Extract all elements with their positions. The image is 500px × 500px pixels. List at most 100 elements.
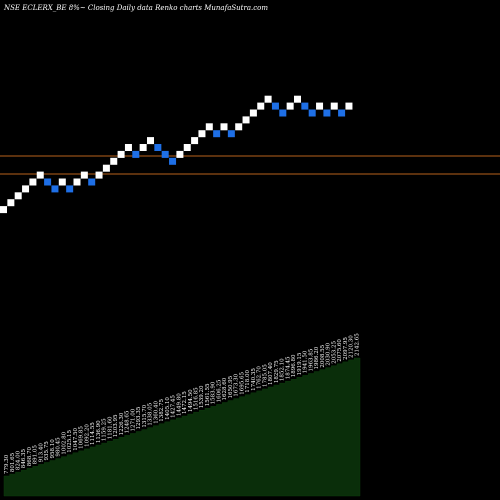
- volume-label: 779.30: [4, 454, 10, 474]
- renko-brick-up: [102, 164, 110, 172]
- renko-bricks: [0, 95, 353, 214]
- volume-label: 1986.20: [314, 346, 320, 369]
- renko-brick-up: [14, 192, 22, 200]
- volume-label: 1136.90: [96, 420, 102, 443]
- renko-brick-down: [279, 109, 287, 117]
- renko-brick-up: [80, 171, 88, 179]
- volume-label: 1494.50: [188, 389, 194, 412]
- volume-area: [3, 357, 361, 497]
- renko-brick-down: [213, 130, 221, 138]
- volume-label: 1583.90: [211, 381, 217, 404]
- volume-label: 1941.50: [303, 350, 309, 373]
- renko-brick-up: [235, 123, 243, 131]
- renko-brick-up: [191, 137, 199, 145]
- renko-brick-up: [73, 178, 81, 186]
- renko-brick-up: [345, 102, 353, 110]
- volume-label: 1785.05: [262, 364, 268, 387]
- renko-brick-up: [286, 102, 294, 110]
- renko-brick-up: [29, 178, 37, 186]
- volume-label: 1472.15: [182, 391, 188, 414]
- volume-label: 1338.05: [148, 402, 154, 425]
- volume-label: 1114.55: [90, 422, 96, 445]
- volume-label: 1762.70: [257, 366, 263, 389]
- renko-brick-down: [132, 150, 140, 158]
- renko-brick-down: [301, 102, 309, 110]
- renko-brick-up: [7, 199, 15, 207]
- volume-label: 980.45: [56, 437, 62, 457]
- volume-label: 1181.60: [107, 416, 113, 439]
- volume-label: 1874.45: [285, 356, 291, 379]
- volume-label: 1248.65: [125, 410, 131, 433]
- volume-label: 2030.90: [326, 342, 332, 365]
- volume-label: 846.35: [21, 448, 27, 468]
- volume-label: 1405.10: [165, 397, 171, 420]
- volume-label: 1382.75: [159, 399, 165, 422]
- volume-label: 824.00: [16, 450, 22, 470]
- volume-label: 801.65: [10, 452, 16, 472]
- volume-label: 958.10: [50, 439, 56, 459]
- volume-label: 935.75: [44, 441, 50, 461]
- renko-brick-down: [169, 157, 177, 165]
- volume-label: 2120.30: [349, 335, 355, 358]
- renko-brick-up: [117, 150, 125, 158]
- volume-label: 1092.20: [84, 424, 90, 447]
- renko-brick-up: [330, 102, 338, 110]
- volume-label: 1360.40: [153, 400, 159, 423]
- level-lines: [0, 155, 500, 175]
- renko-brick-down: [51, 185, 59, 193]
- volume-label: 1315.70: [142, 404, 148, 427]
- renko-brick-up: [198, 130, 206, 138]
- renko-brick-up: [147, 137, 154, 145]
- renko-brick-up: [22, 185, 30, 193]
- volume-label: 1539.20: [199, 385, 205, 408]
- renko-brick-up: [0, 206, 7, 214]
- renko-brick-down: [338, 109, 346, 117]
- volume-label: 2075.60: [337, 339, 343, 362]
- renko-brick-up: [110, 157, 118, 165]
- renko-brick-up: [139, 144, 147, 151]
- volume-label: 1807.40: [268, 362, 274, 385]
- volume-label: 891.05: [33, 445, 39, 465]
- volume-label: 913.40: [38, 443, 44, 463]
- volume-label: 1159.25: [102, 418, 108, 441]
- volume-panel: 779.30 801.65 824.00 846.35 868.70 891.05 913.…: [3, 333, 361, 497]
- volume-label: 1896.80: [291, 354, 297, 377]
- volume-label: 1226.30: [119, 412, 125, 435]
- volume-label: 1516.85: [194, 387, 200, 410]
- renko-brick-up: [36, 171, 44, 179]
- volume-label: 1293.35: [136, 406, 142, 429]
- volume-label: 2142.65: [354, 333, 360, 356]
- volume-label: 2097.95: [343, 337, 349, 360]
- volume-label: 1740.35: [251, 368, 257, 391]
- volume-label: 1002.80: [61, 431, 67, 454]
- volume-label: 1427.45: [171, 395, 177, 418]
- renko-brick-up: [205, 123, 213, 131]
- volume-label: 1561.55: [205, 383, 211, 406]
- renko-brick-down: [161, 150, 169, 158]
- volume-label: 2008.55: [320, 344, 326, 367]
- renko-brick-down: [66, 185, 74, 193]
- renko-brick-up: [124, 144, 132, 151]
- renko-brick-up: [58, 178, 66, 186]
- renko-brick-down: [308, 109, 316, 117]
- volume-label: 1718.00: [245, 370, 251, 393]
- volume-label: 1852.10: [280, 358, 286, 381]
- renko-brick-down: [44, 178, 52, 186]
- volume-label: 1919.15: [297, 352, 303, 375]
- renko-brick-down: [154, 144, 162, 151]
- renko-brick-up: [242, 116, 250, 124]
- renko-brick-up: [264, 95, 272, 103]
- renko-brick-down: [323, 109, 331, 117]
- renko-brick-up: [316, 102, 324, 110]
- renko-brick-down: [227, 130, 235, 138]
- volume-label: 1673.30: [234, 373, 240, 396]
- volume-label: 1695.65: [239, 371, 245, 394]
- volume-label: 1829.75: [274, 360, 280, 383]
- volume-label: 1628.60: [222, 377, 228, 400]
- volume-label: 1203.95: [113, 414, 119, 437]
- renko-brick-up: [294, 95, 301, 103]
- volume-label: 1449.80: [176, 393, 182, 416]
- volume-label: 1069.85: [79, 426, 85, 449]
- volume-label: 1025.15: [67, 429, 73, 452]
